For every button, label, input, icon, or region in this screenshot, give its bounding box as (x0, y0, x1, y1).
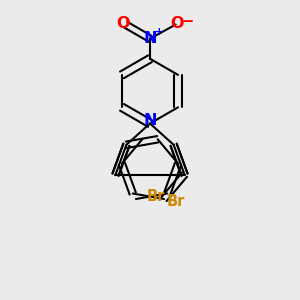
Text: N: N (143, 31, 157, 46)
Text: O: O (116, 16, 130, 32)
Text: Br: Br (146, 189, 165, 204)
Text: +: + (154, 27, 163, 37)
Text: N: N (143, 113, 157, 128)
Text: −: − (182, 14, 194, 29)
Text: O: O (170, 16, 184, 32)
Text: Br: Br (167, 194, 185, 209)
